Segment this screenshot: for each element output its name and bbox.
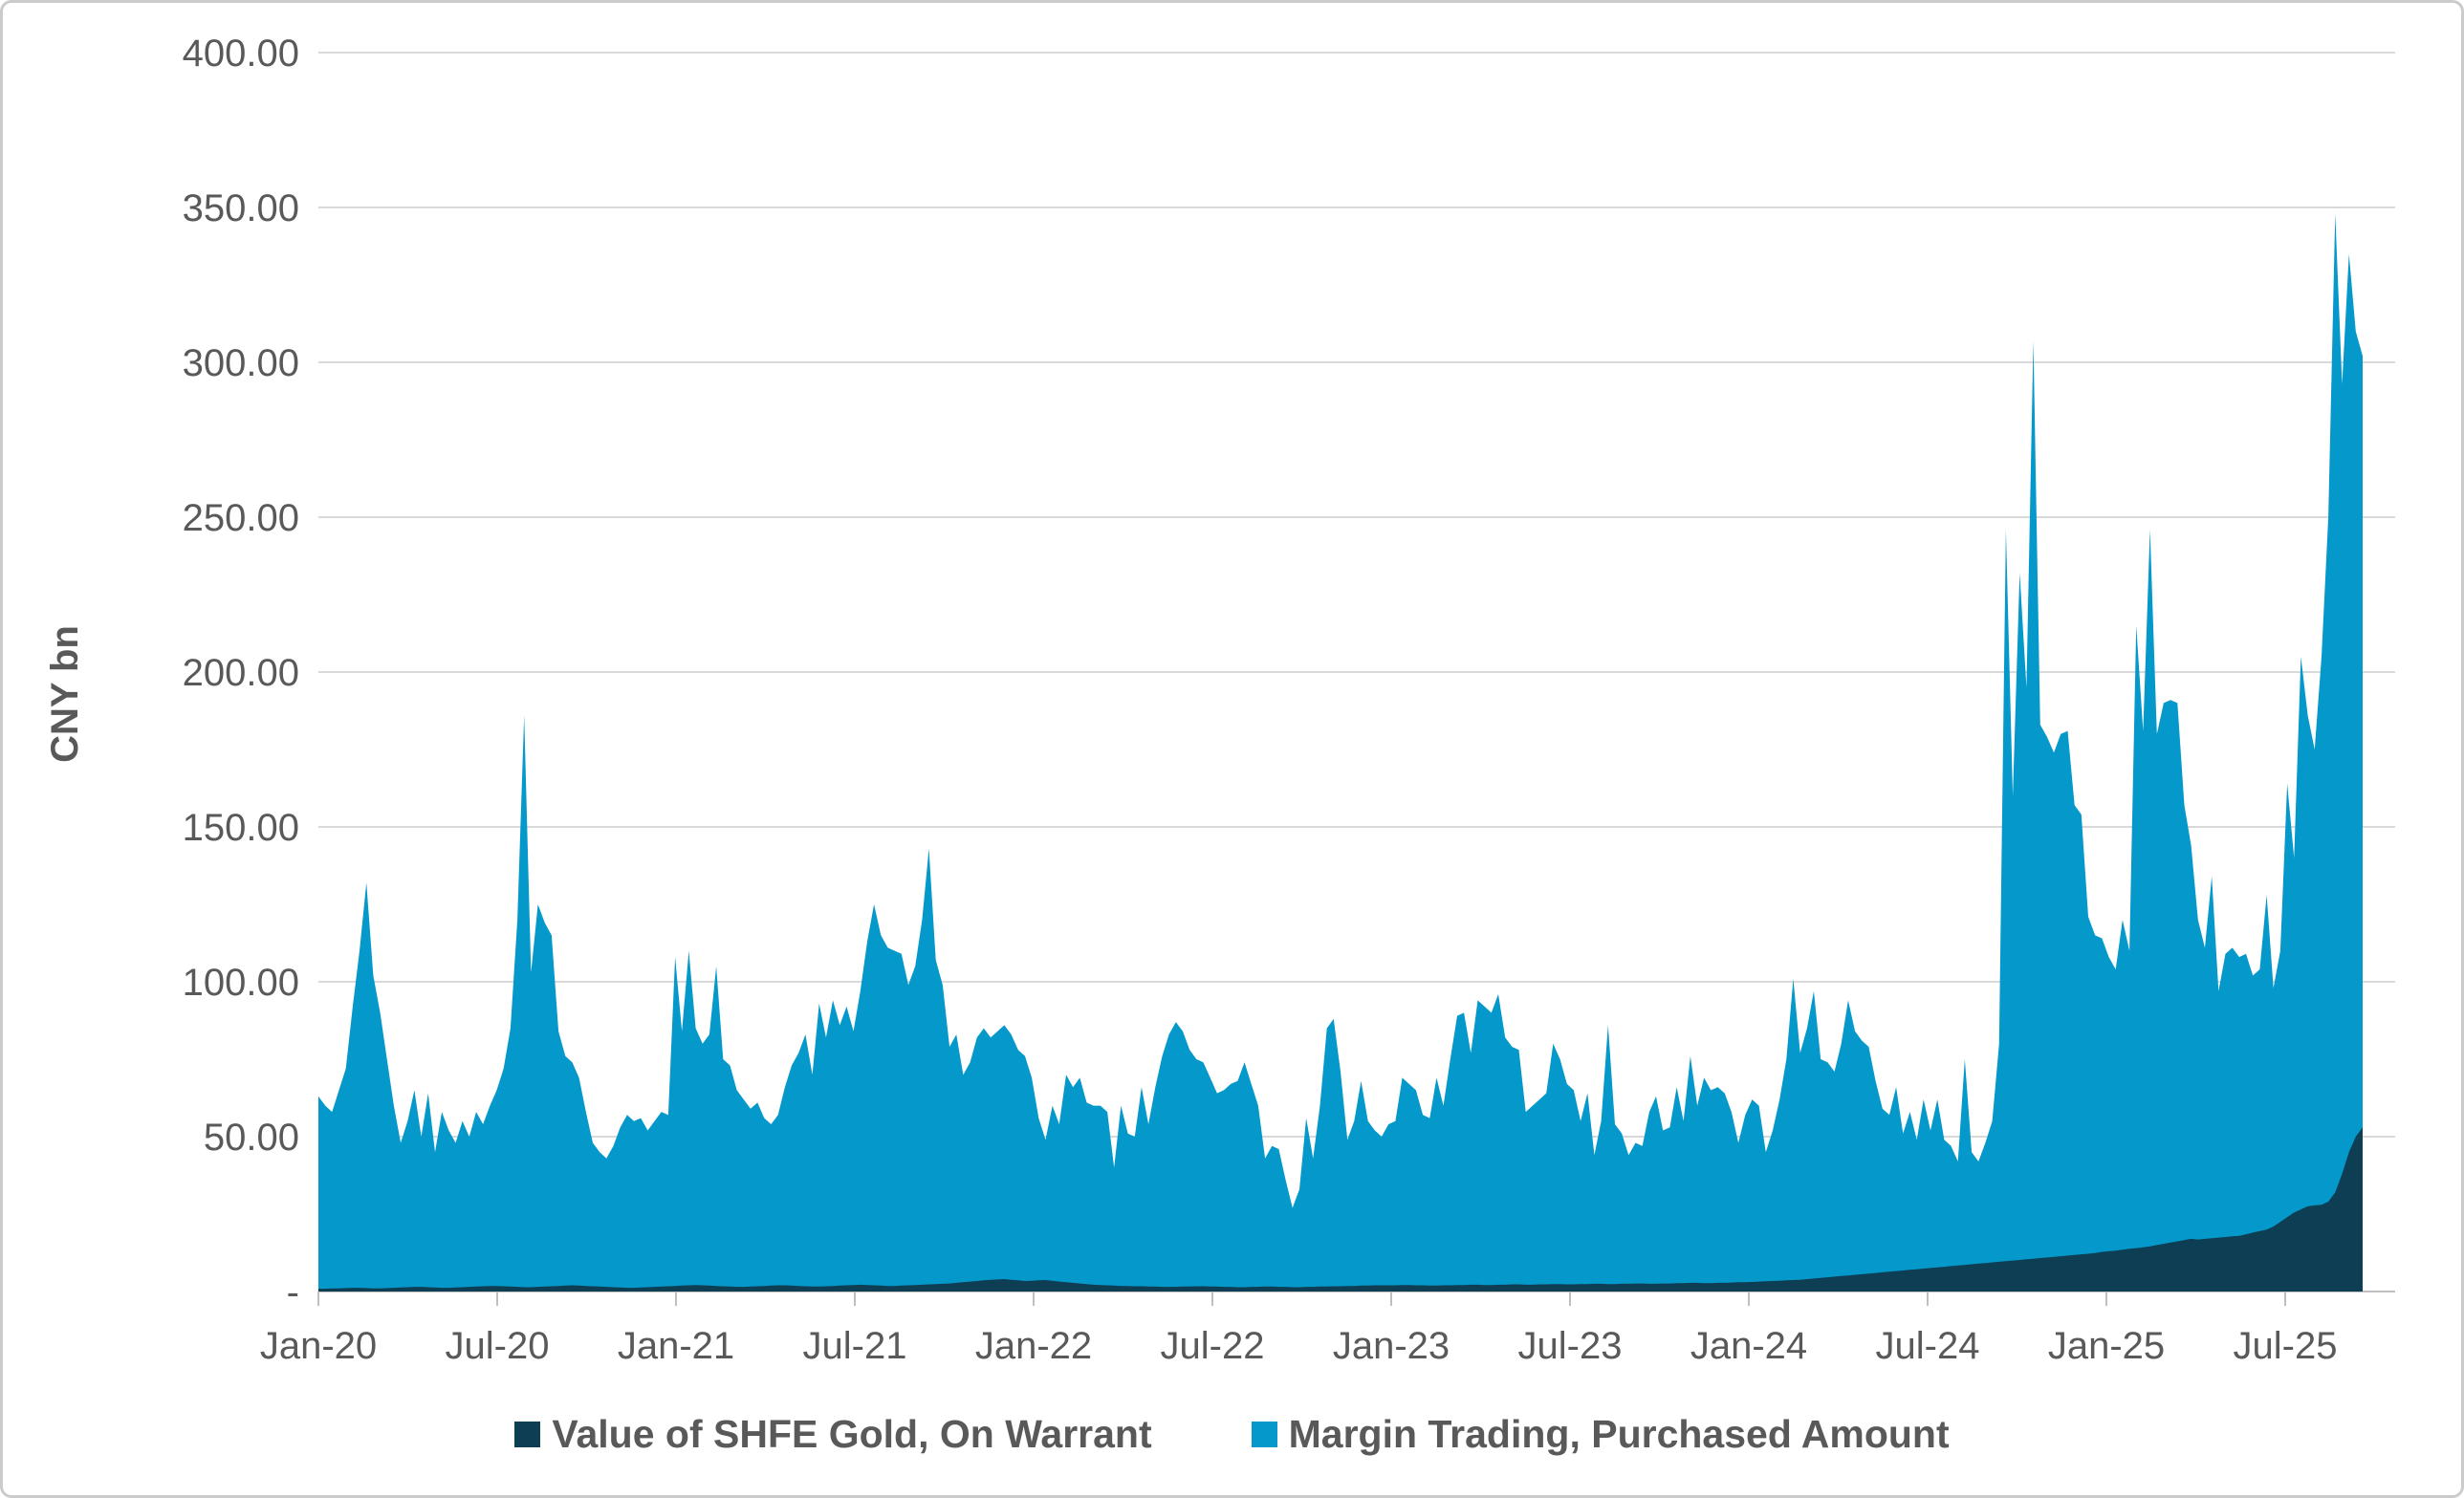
x-tick-label: Jul-20	[446, 1325, 550, 1367]
area-chart: - 50.00 100.00 150.00 200.00 250.00 300.00 350.…	[44, 33, 2395, 1367]
y-tick-label: 250.00	[183, 497, 299, 539]
y-tick-label: 350.00	[183, 187, 299, 229]
y-tick-label: 200.00	[183, 652, 299, 694]
x-tick-label: Jan-22	[975, 1325, 1092, 1367]
x-tick-label: Jul-21	[803, 1325, 907, 1367]
legend-swatch-shfe-gold-icon	[514, 1422, 541, 1447]
legend-label-shfe-gold: Value of SHFE Gold, On Warrant	[552, 1412, 1152, 1456]
legend-item-margin-trading: Margin Trading, Purchased Amount	[1251, 1412, 1950, 1457]
x-tick-label: Jan-24	[1690, 1325, 1807, 1367]
legend-swatch-margin-trading-icon	[1251, 1422, 1277, 1447]
legend-item-shfe-gold: Value of SHFE Gold, On Warrant	[514, 1412, 1152, 1457]
x-tick-label: Jan-21	[618, 1325, 734, 1367]
y-tick-label: 100.00	[183, 962, 299, 1004]
legend-label-margin-trading: Margin Trading, Purchased Amount	[1288, 1412, 1950, 1456]
y-tick-label: 400.00	[183, 33, 299, 75]
y-tick-label: 150.00	[183, 807, 299, 849]
chart-legend: Value of SHFE Gold, On Warrant Margin Tr…	[3, 1412, 2461, 1457]
x-tick-label: Jul-24	[1876, 1325, 1980, 1367]
y-tick-label: 50.00	[204, 1117, 299, 1159]
y-tick-label: 300.00	[183, 342, 299, 384]
y-axis-title: CNY bn	[44, 625, 86, 763]
area-series-margin-trading	[318, 213, 2363, 1292]
x-tick-label: Jan-20	[260, 1325, 377, 1367]
x-tick-label: Jul-25	[2234, 1325, 2338, 1367]
x-tick-label: Jan-23	[1333, 1325, 1450, 1367]
x-tick-label: Jan-25	[2048, 1325, 2165, 1367]
x-tick-label: Jul-23	[1518, 1325, 1623, 1367]
area-series-shfe-gold-warrant	[318, 1127, 2363, 1292]
y-tick-label: -	[287, 1271, 299, 1313]
x-tick-label: Jul-22	[1161, 1325, 1265, 1367]
